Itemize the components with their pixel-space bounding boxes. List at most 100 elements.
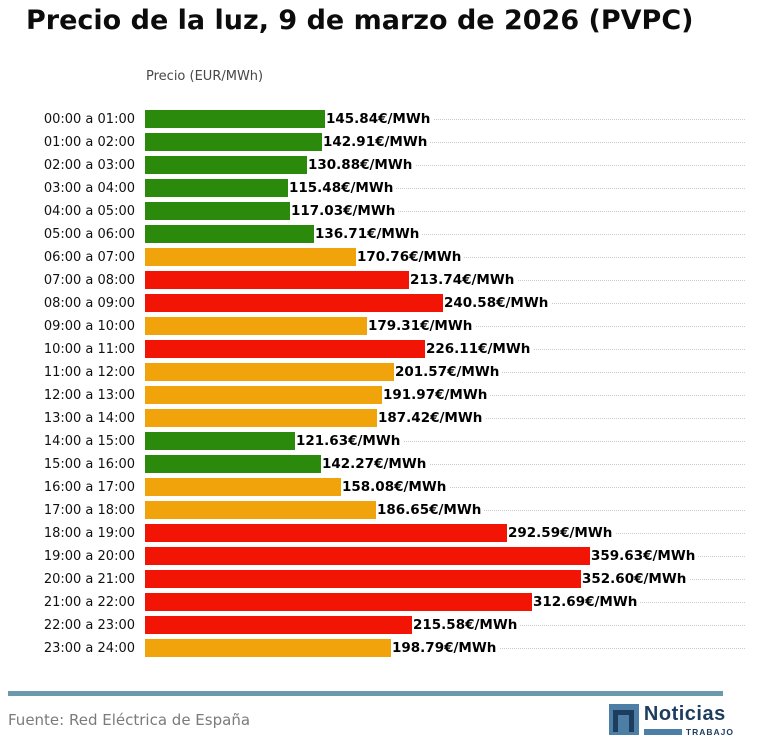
bar-track: 117.03€/MWh <box>145 200 745 223</box>
bar-track: 215.58€/MWh <box>145 614 745 637</box>
bar-track: 145.84€/MWh <box>145 108 745 131</box>
footer-divider <box>8 691 723 696</box>
hour-label: 12:00 a 13:00 <box>43 388 135 403</box>
hour-label: 10:00 a 11:00 <box>43 342 135 357</box>
bar-row: 07:00 a 08:00 213.74€/MWh <box>0 269 758 292</box>
price-bar <box>145 179 288 197</box>
bar-track: 240.58€/MWh <box>145 292 745 315</box>
bar-row: 20:00 a 21:00 352.60€/MWh <box>0 568 758 591</box>
hour-label: 16:00 a 17:00 <box>43 480 135 495</box>
price-bar <box>145 202 290 220</box>
bar-row: 22:00 a 23:00 215.58€/MWh <box>0 614 758 637</box>
hour-label: 14:00 a 15:00 <box>43 434 135 449</box>
price-label: 121.63€/MWh <box>295 430 404 452</box>
bar-track: 179.31€/MWh <box>145 315 745 338</box>
row-gridline <box>145 234 745 235</box>
row-gridline <box>145 211 745 212</box>
bar-track: 226.11€/MWh <box>145 338 745 361</box>
bar-row: 16:00 a 17:00 158.08€/MWh <box>0 476 758 499</box>
price-label: 215.58€/MWh <box>412 614 521 636</box>
price-label: 352.60€/MWh <box>581 568 690 590</box>
price-bar <box>145 271 409 289</box>
hour-label: 09:00 a 10:00 <box>43 319 135 334</box>
hour-label: 05:00 a 06:00 <box>43 227 135 242</box>
price-label: 130.88€/MWh <box>307 154 416 176</box>
price-label: 179.31€/MWh <box>367 315 476 337</box>
bar-chart: 00:00 a 01:00 145.84€/MWh 01:00 a 02:00 142… <box>0 108 758 660</box>
row-gridline <box>145 142 745 143</box>
bar-track: 292.59€/MWh <box>145 522 745 545</box>
price-bar <box>145 501 376 519</box>
price-bar <box>145 639 391 657</box>
hour-label: 02:00 a 03:00 <box>43 158 135 173</box>
x-axis-title: Precio (EUR/MWh) <box>146 69 264 84</box>
price-bar <box>145 547 590 565</box>
bar-row: 21:00 a 22:00 312.69€/MWh <box>0 591 758 614</box>
brand-logo: Noticias TRABAJO <box>608 704 734 737</box>
price-bar <box>145 570 581 588</box>
bar-row: 04:00 a 05:00 117.03€/MWh <box>0 200 758 223</box>
hour-label: 21:00 a 22:00 <box>43 595 135 610</box>
page-title: Precio de la luz, 9 de marzo de 2026 (PV… <box>26 5 694 36</box>
price-bar <box>145 156 307 174</box>
hour-label: 11:00 a 12:00 <box>43 365 135 380</box>
hour-label: 22:00 a 23:00 <box>43 618 135 633</box>
hour-label: 13:00 a 14:00 <box>43 411 135 426</box>
price-bar <box>145 317 367 335</box>
bar-row: 18:00 a 19:00 292.59€/MWh <box>0 522 758 545</box>
logo-text-block: Noticias TRABAJO <box>643 704 734 737</box>
row-gridline <box>145 464 745 465</box>
bar-track: 201.57€/MWh <box>145 361 745 384</box>
row-gridline <box>145 119 745 120</box>
price-label: 198.79€/MWh <box>391 637 500 659</box>
logo-subtitle-row: TRABAJO <box>643 727 734 737</box>
price-bar <box>145 248 356 266</box>
hour-label: 20:00 a 21:00 <box>43 572 135 587</box>
price-label: 312.69€/MWh <box>532 591 641 613</box>
bar-row: 11:00 a 12:00 201.57€/MWh <box>0 361 758 384</box>
hour-label: 03:00 a 04:00 <box>43 181 135 196</box>
hour-label: 18:00 a 19:00 <box>43 526 135 541</box>
bar-track: 158.08€/MWh <box>145 476 745 499</box>
price-label: 201.57€/MWh <box>394 361 503 383</box>
price-label: 191.97€/MWh <box>382 384 491 406</box>
bar-track: 186.65€/MWh <box>145 499 745 522</box>
price-bar <box>145 363 394 381</box>
price-label: 240.58€/MWh <box>443 292 552 314</box>
row-gridline <box>145 441 745 442</box>
source-text: Fuente: Red Eléctrica de España <box>8 711 251 729</box>
logo-icon <box>608 704 639 735</box>
bar-row: 19:00 a 20:00 359.63€/MWh <box>0 545 758 568</box>
bar-row: 09:00 a 10:00 179.31€/MWh <box>0 315 758 338</box>
price-label: 142.91€/MWh <box>322 131 431 153</box>
price-bar <box>145 593 532 611</box>
price-label: 145.84€/MWh <box>325 108 434 130</box>
price-bar <box>145 110 325 128</box>
price-label: 136.71€/MWh <box>314 223 423 245</box>
bar-track: 170.76€/MWh <box>145 246 745 269</box>
bar-row: 01:00 a 02:00 142.91€/MWh <box>0 131 758 154</box>
row-gridline <box>145 165 745 166</box>
bar-track: 142.27€/MWh <box>145 453 745 476</box>
bar-track: 213.74€/MWh <box>145 269 745 292</box>
bar-row: 05:00 a 06:00 136.71€/MWh <box>0 223 758 246</box>
bar-row: 15:00 a 16:00 142.27€/MWh <box>0 453 758 476</box>
hour-label: 06:00 a 07:00 <box>43 250 135 265</box>
bar-row: 23:00 a 24:00 198.79€/MWh <box>0 637 758 660</box>
bar-row: 14:00 a 15:00 121.63€/MWh <box>0 430 758 453</box>
bar-row: 17:00 a 18:00 186.65€/MWh <box>0 499 758 522</box>
logo-subtitle: TRABAJO <box>685 727 734 737</box>
bar-row: 08:00 a 09:00 240.58€/MWh <box>0 292 758 315</box>
bar-row: 00:00 a 01:00 145.84€/MWh <box>0 108 758 131</box>
price-label: 117.03€/MWh <box>290 200 399 222</box>
bar-track: 312.69€/MWh <box>145 591 745 614</box>
price-label: 170.76€/MWh <box>356 246 465 268</box>
bar-row: 02:00 a 03:00 130.88€/MWh <box>0 154 758 177</box>
bar-track: 191.97€/MWh <box>145 384 745 407</box>
price-bar <box>145 340 425 358</box>
hour-label: 04:00 a 05:00 <box>43 204 135 219</box>
price-bar <box>145 386 382 404</box>
price-label: 142.27€/MWh <box>321 453 430 475</box>
price-bar <box>145 409 377 427</box>
